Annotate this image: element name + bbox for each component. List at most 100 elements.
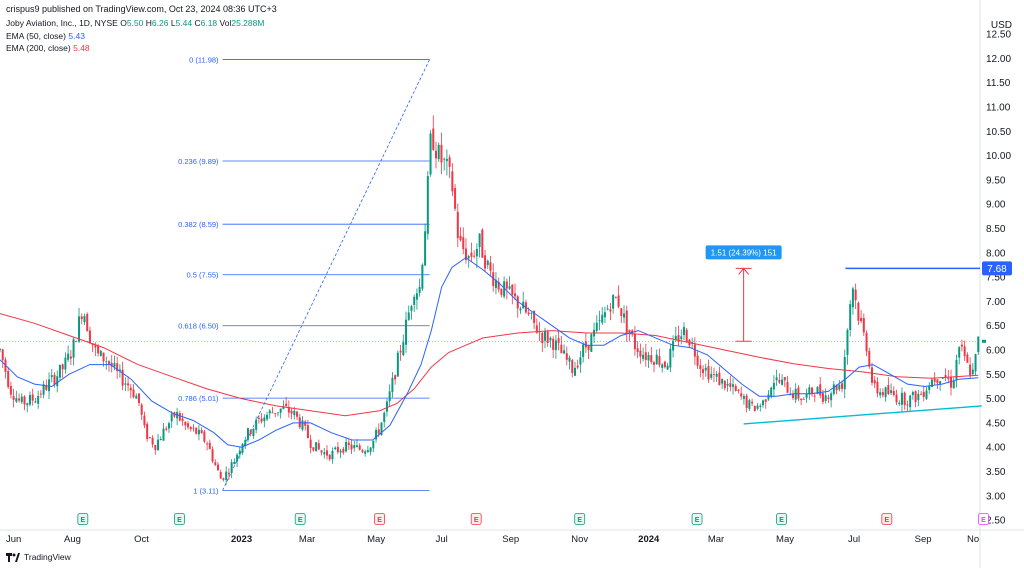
candle-body — [72, 339, 75, 358]
candle-body — [925, 390, 928, 399]
tradingview-footer[interactable]: TradingView — [6, 552, 71, 562]
candle-body — [293, 410, 296, 416]
y-tick-label: 10.00 — [986, 151, 1011, 162]
candle-body — [832, 384, 835, 394]
measure-label: 1.51 (24.39%) 151 — [711, 248, 777, 257]
candle-body — [448, 157, 451, 167]
candle-body — [67, 353, 70, 360]
candle-body — [560, 344, 563, 354]
candle-body — [628, 329, 631, 334]
ema200-value: 5.48 — [73, 43, 90, 53]
candle-body — [56, 376, 59, 387]
candle-body — [195, 427, 198, 434]
candle-body — [827, 397, 830, 399]
fib-level-label: 0.618 (6.50) — [178, 322, 219, 331]
ema200-label: EMA (200, close) — [6, 43, 71, 53]
candle-body — [88, 330, 91, 344]
ema200-line — [0, 313, 979, 417]
candle-body — [936, 379, 939, 384]
candle-body — [78, 316, 81, 342]
earnings-marker-label: E — [80, 517, 85, 524]
current-price-marker — [982, 339, 986, 343]
candle-body — [454, 188, 457, 209]
close-label: C — [194, 18, 201, 28]
candle-body — [413, 296, 416, 305]
candle-body — [148, 437, 151, 439]
candle-body — [97, 346, 100, 354]
symbol-name[interactable]: Joby Aviation, Inc., 1D, NYSE — [6, 18, 118, 28]
candle-body — [257, 417, 260, 419]
candle-body — [625, 310, 628, 333]
x-tick-label: No — [967, 534, 979, 545]
candle-body — [336, 446, 339, 453]
earnings-marker — [470, 513, 482, 525]
candle-body — [791, 394, 794, 399]
candle-body — [922, 391, 925, 397]
candle-body — [800, 398, 803, 401]
candle-body — [290, 410, 293, 414]
candle-body — [655, 354, 658, 365]
candle-body — [39, 393, 42, 395]
candle-body — [170, 413, 173, 422]
earnings-marker-label: E — [298, 517, 303, 524]
candle-body — [606, 308, 609, 310]
candle-body — [952, 380, 955, 389]
candle-body — [342, 448, 345, 453]
candle-body — [451, 171, 454, 192]
candle-body — [811, 387, 814, 394]
candle-body — [786, 382, 789, 393]
candle-body — [353, 445, 356, 449]
candle-body — [977, 336, 980, 353]
candle-body — [45, 385, 48, 390]
candle-body — [437, 144, 440, 160]
earnings-marker — [294, 513, 306, 525]
candle-body — [857, 302, 860, 321]
candle-body — [105, 361, 108, 363]
candle-body — [680, 336, 683, 340]
candle-body — [211, 449, 214, 462]
y-tick-label: 11.50 — [986, 78, 1011, 89]
candle-body — [206, 443, 209, 445]
candle-body — [459, 235, 462, 241]
chart-legend: Joby Aviation, Inc., 1D, NYSE O5.50 H6.2… — [6, 17, 264, 55]
candle-body — [854, 289, 857, 301]
candle-body — [778, 379, 781, 383]
candle-body — [440, 144, 443, 163]
candle-body — [443, 158, 446, 160]
earnings-marker — [77, 513, 89, 525]
ema50-row[interactable]: EMA (50, close) 5.43 — [6, 30, 264, 43]
candle-body — [742, 396, 745, 399]
candle-body — [974, 354, 977, 372]
candle-body — [781, 379, 784, 385]
candle-body — [898, 402, 901, 405]
candle-body — [677, 335, 680, 342]
candle-body — [15, 398, 18, 402]
candle-body — [843, 357, 846, 390]
candle-body — [296, 411, 299, 417]
candle-body — [685, 329, 688, 343]
candle-body — [658, 356, 661, 366]
candle-body — [494, 279, 497, 289]
candle-body — [911, 391, 914, 396]
candle-body — [407, 312, 410, 320]
earnings-marker-label: E — [779, 517, 784, 524]
candle-body — [94, 345, 97, 348]
fib-level-label: 1 (3.11) — [193, 486, 219, 495]
candle-body — [424, 231, 427, 266]
ema200-row[interactable]: EMA (200, close) 5.48 — [6, 42, 264, 55]
candle-body — [328, 454, 331, 460]
candle-body — [543, 331, 546, 341]
earnings-marker — [691, 513, 703, 525]
tradingview-brand: TradingView — [24, 552, 71, 562]
candle-body — [966, 354, 969, 363]
candle-body — [102, 352, 105, 362]
fib-level-label: 0.382 (8.59) — [178, 220, 219, 229]
candle-body — [208, 442, 211, 449]
candle-body — [516, 296, 519, 309]
candle-body — [113, 363, 116, 367]
candle-body — [48, 379, 51, 392]
candle-body — [358, 445, 361, 450]
candle-body — [396, 352, 399, 377]
candle-body — [383, 412, 386, 422]
